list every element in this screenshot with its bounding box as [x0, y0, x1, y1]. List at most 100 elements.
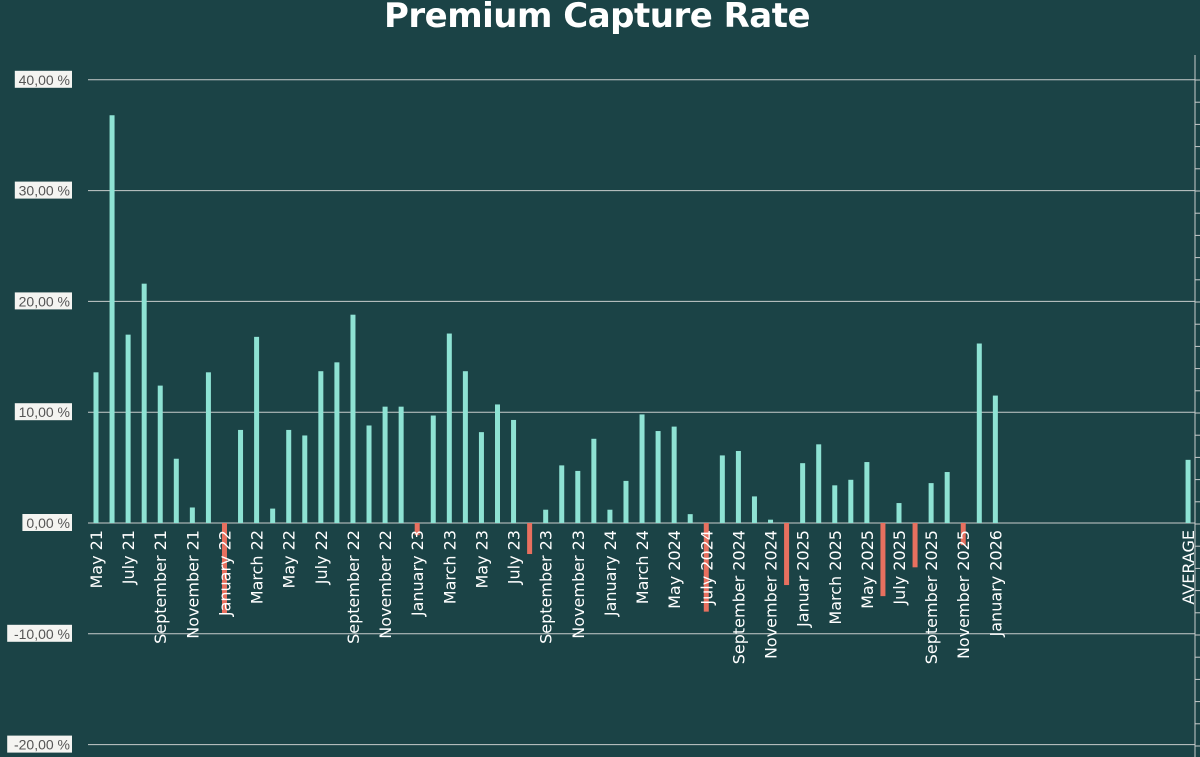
bar: [173, 458, 179, 523]
bar: [462, 371, 468, 523]
x-tick-label: September 22: [344, 530, 363, 644]
bar: [350, 314, 356, 523]
bar: [687, 514, 693, 523]
x-tick-label: September 2025: [922, 530, 941, 664]
bar: [607, 509, 613, 523]
bar: [768, 519, 774, 523]
bar: [655, 431, 661, 523]
x-tick-label: January 22: [215, 530, 234, 617]
y-tick-label: 40,00 %: [19, 72, 70, 88]
bar: [511, 419, 517, 523]
x-tick-label: May 2025: [858, 530, 877, 609]
bar: [816, 444, 822, 523]
bar: [157, 385, 163, 523]
bar: [751, 496, 757, 523]
x-tick-label: May 2024: [665, 530, 684, 609]
bar: [446, 333, 452, 523]
x-tick-label: September 21: [151, 530, 170, 644]
bar: [992, 395, 998, 523]
y-tick-label-bg: [14, 70, 73, 88]
bar: [238, 429, 244, 523]
y-tick-label: -10,00 %: [14, 626, 70, 642]
bar: [398, 406, 404, 523]
x-tick-label: July 23: [505, 530, 524, 585]
bar: [382, 406, 388, 523]
y-tick-label-bg: [14, 292, 73, 310]
x-tick-label: May 21: [87, 530, 106, 589]
bar: [800, 463, 806, 523]
x-tick-label: November 22: [376, 530, 395, 639]
x-tick-label: September 2024: [729, 530, 748, 664]
bar: [254, 336, 260, 523]
y-tick-label: 10,00 %: [19, 404, 70, 420]
bar: [189, 507, 195, 523]
bar: [719, 455, 725, 523]
y-tick-label: -20,00 %: [14, 737, 70, 753]
bar: [430, 415, 436, 523]
bar: [302, 435, 308, 523]
y-tick-label: 0,00 %: [26, 515, 70, 531]
bar: [527, 523, 533, 555]
bar: [495, 404, 500, 523]
bar-average: [1185, 459, 1191, 523]
bar: [575, 470, 581, 523]
bar: [334, 362, 340, 523]
y-tick-label: 30,00 %: [19, 183, 70, 199]
chart-title: Premium Capture Rate: [383, 0, 811, 36]
x-tick-label: July 22: [312, 530, 331, 585]
bar: [591, 438, 597, 523]
bar: [93, 372, 99, 523]
x-tick-label: November 23: [569, 530, 588, 639]
x-tick-label: March 24: [633, 530, 652, 604]
bar: [960, 523, 966, 546]
bar: [639, 414, 645, 523]
x-tick-label: January 24: [601, 530, 620, 617]
bar: [735, 450, 741, 523]
bar: [221, 523, 227, 614]
x-tick-label: November 21: [183, 530, 202, 639]
bar: [912, 523, 918, 568]
y-tick-label-bg: [14, 181, 73, 199]
bar: [286, 429, 292, 523]
bar: [125, 334, 131, 523]
bar: [141, 283, 147, 523]
x-tick-label: November 2025: [954, 530, 973, 659]
x-tick-label: March 2025: [826, 530, 845, 625]
y-tick-label: 20,00 %: [19, 293, 70, 309]
bar: [832, 485, 838, 523]
bar: [478, 432, 484, 523]
y-tick-label-bg: [22, 514, 72, 531]
x-tick-label: January 23: [408, 530, 427, 617]
x-tick-label: Januar 2025: [794, 530, 813, 628]
x-tick-label: November 2024: [762, 530, 781, 659]
bar: [205, 372, 211, 523]
x-tick-label: September 23: [537, 530, 556, 644]
x-tick-label: March 22: [248, 530, 267, 604]
bar: [848, 479, 854, 523]
bar: [414, 523, 420, 536]
bar: [864, 462, 870, 523]
x-tick-label: May 23: [472, 530, 491, 589]
x-tick-label: July 2024: [697, 530, 716, 606]
bar: [543, 509, 549, 523]
y-tick-label-bg: [7, 624, 73, 642]
x-tick-label: January 2026: [986, 530, 1005, 637]
x-tick-label: March 23: [440, 530, 459, 604]
x-tick-label: May 22: [280, 530, 299, 589]
bar: [623, 480, 629, 523]
bar: [976, 343, 982, 523]
bar: [559, 465, 565, 523]
bar: [896, 503, 902, 523]
y-tick-label-bg: [14, 403, 73, 421]
x-tick-label-average: AVERAGE: [1179, 530, 1198, 605]
bar: [944, 472, 950, 523]
bar: [318, 371, 324, 523]
x-tick-label: July 2025: [890, 530, 909, 606]
bar: [109, 115, 115, 524]
bar: [784, 523, 790, 586]
y-tick-label-bg: [7, 735, 73, 753]
bar: [366, 425, 372, 523]
x-tick-label: July 21: [119, 530, 138, 585]
bar: [671, 426, 677, 523]
